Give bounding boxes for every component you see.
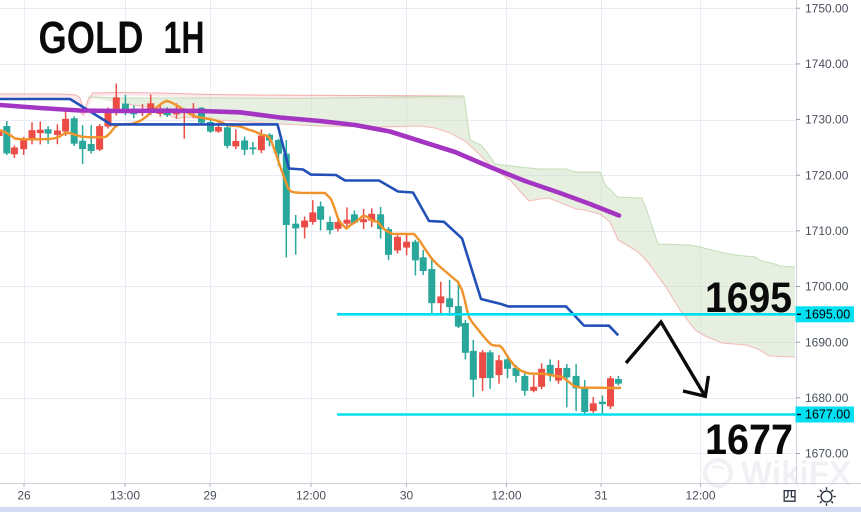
svg-text:29: 29 <box>203 489 217 503</box>
svg-text:1690.00: 1690.00 <box>805 335 849 349</box>
svg-text:31: 31 <box>594 489 608 503</box>
svg-text:1700.00: 1700.00 <box>805 280 849 294</box>
svg-text:1695.00: 1695.00 <box>805 308 850 322</box>
svg-text:12:00: 12:00 <box>685 489 715 503</box>
svg-text:1695: 1695 <box>705 274 792 322</box>
svg-text:12:00: 12:00 <box>491 489 521 503</box>
svg-text:13:00: 13:00 <box>110 489 140 503</box>
svg-text:1730.00: 1730.00 <box>805 113 849 127</box>
svg-text:26: 26 <box>17 489 31 503</box>
svg-text:1670.00: 1670.00 <box>805 447 849 461</box>
svg-text:1680.00: 1680.00 <box>805 391 849 405</box>
svg-text:1710.00: 1710.00 <box>805 224 849 238</box>
svg-text:1677.00: 1677.00 <box>805 408 850 422</box>
svg-text:1H: 1H <box>164 12 205 63</box>
svg-text:GOLD: GOLD <box>39 12 144 63</box>
svg-text:1677: 1677 <box>705 416 793 464</box>
svg-text:12:00: 12:00 <box>296 489 326 503</box>
svg-text:1750.00: 1750.00 <box>805 1 849 15</box>
svg-text:30: 30 <box>400 489 414 503</box>
svg-text:1720.00: 1720.00 <box>805 168 849 182</box>
svg-text:1740.00: 1740.00 <box>805 57 849 71</box>
